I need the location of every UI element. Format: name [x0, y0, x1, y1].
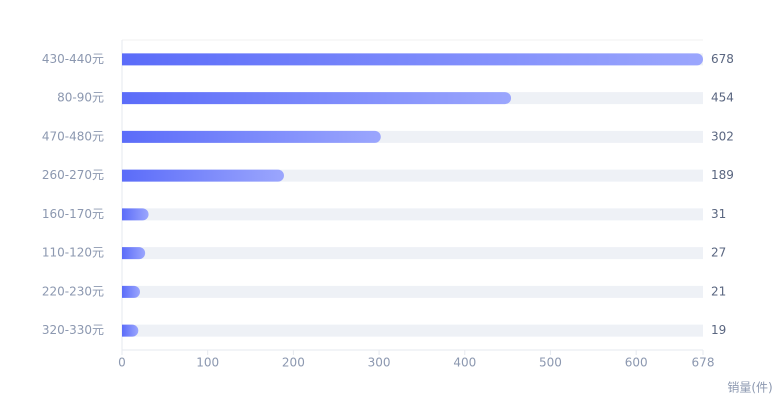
x-tick-label: 400 [453, 356, 476, 370]
bar-track [122, 208, 703, 221]
bar [122, 324, 139, 337]
x-tick-label: 200 [282, 356, 305, 370]
bar [122, 53, 703, 66]
value-label: 454 [711, 91, 734, 105]
y-tick-label: 320-330元 [42, 323, 104, 337]
value-label: 27 [711, 246, 726, 260]
y-tick-label: 260-270元 [42, 168, 104, 182]
x-tick-label: 100 [196, 356, 219, 370]
value-label: 302 [711, 129, 734, 143]
bar [122, 208, 149, 221]
y-tick-label: 430-440元 [42, 52, 104, 66]
x-axis-label: 销量(件) [727, 381, 772, 395]
value-label: 678 [711, 52, 734, 66]
value-label: 21 [711, 284, 726, 298]
bar [122, 169, 284, 182]
y-tick-label: 110-120元 [42, 246, 104, 260]
y-tick-label: 160-170元 [42, 207, 104, 221]
bar [122, 92, 512, 105]
x-tick-label: 500 [539, 356, 562, 370]
y-tick-label: 80-90元 [57, 91, 104, 105]
bar [122, 247, 146, 260]
bar [122, 285, 140, 298]
bar-track [122, 247, 703, 260]
bar-track [122, 285, 703, 298]
bar [122, 130, 381, 143]
x-tick-label: 678 [692, 356, 715, 370]
bar-track [122, 324, 703, 337]
value-label: 31 [711, 207, 726, 221]
x-tick-label: 300 [368, 356, 391, 370]
y-tick-label: 220-230元 [42, 284, 104, 298]
x-tick-label: 0 [118, 356, 126, 370]
value-label: 19 [711, 323, 726, 337]
value-label: 189 [711, 168, 734, 182]
x-tick-label: 600 [625, 356, 648, 370]
y-tick-label: 470-480元 [42, 129, 104, 143]
